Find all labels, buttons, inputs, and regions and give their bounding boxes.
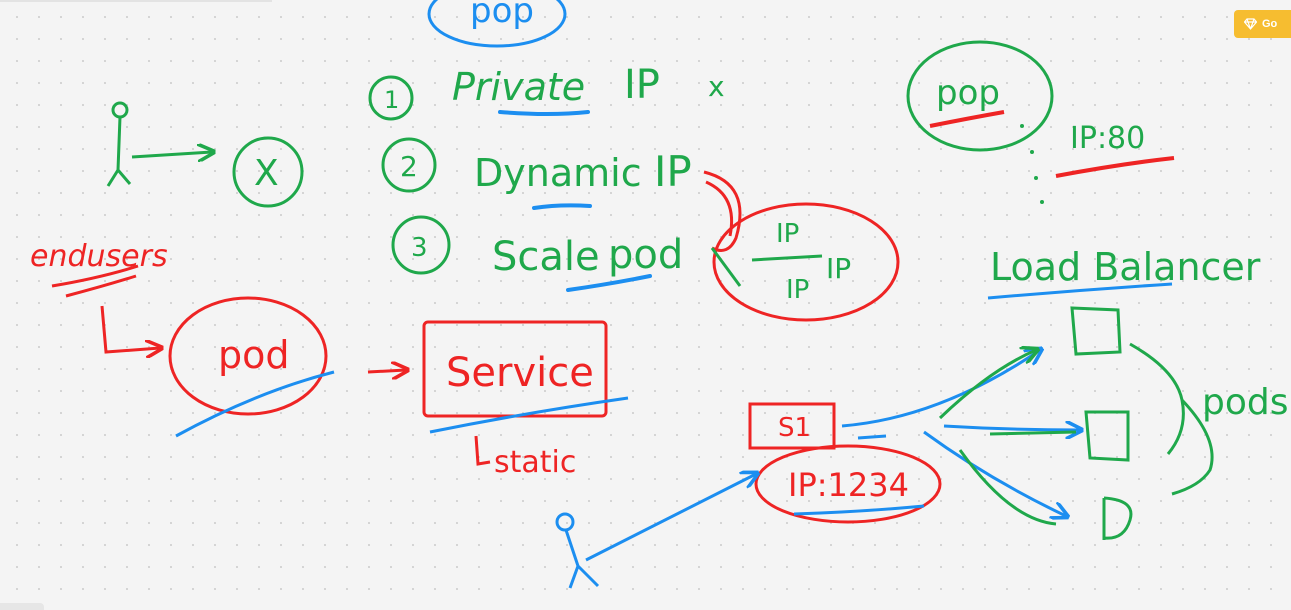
lb-arrow-top [841, 350, 1040, 428]
pods-brace [1129, 342, 1214, 496]
top-pod-label: pop [470, 0, 534, 31]
item-2: 2 Dynamic IP [381, 137, 692, 210]
service-group: Service static [422, 320, 629, 480]
load-balancer-group: Load Balancer S1 IP:1234 pods [555, 245, 1288, 589]
pod-box-1 [1070, 306, 1122, 356]
dot-1 [1020, 124, 1024, 128]
ip-change-group: IP IP IP [703, 170, 900, 322]
left-pod-label: pod [218, 333, 290, 377]
service-underline [429, 396, 629, 434]
service-s1-box [748, 402, 836, 450]
ip-fraction-top: IP [776, 219, 799, 249]
pod-box-2 [1084, 410, 1130, 462]
item-2-number-circle [381, 137, 437, 193]
upgrade-button[interactable]: Go [1234, 10, 1291, 38]
item-3-underline [566, 274, 652, 292]
user-to-x-group: X [106, 101, 304, 208]
lb-arrow-bottom [923, 430, 1066, 516]
item-2-number: 2 [400, 150, 418, 183]
upgrade-label: Go [1262, 18, 1278, 30]
ip-hook-arrow-2 [705, 180, 734, 237]
dot-4 [1040, 200, 1044, 204]
x-circle-label: X [254, 153, 279, 194]
static-label: static [494, 445, 576, 480]
lb-arrow-bottom-green [958, 449, 1057, 526]
right-pod-ellipse [906, 40, 1054, 152]
lb-arrow-mid-green [989, 430, 1077, 436]
endusers-label: endusers [30, 239, 168, 274]
item-2-text: Dynamic [474, 151, 642, 195]
lb-arrow-mid [943, 426, 1080, 430]
item-1-ip: IP [624, 62, 660, 108]
item-1-mark: x [708, 70, 725, 103]
dot-3 [1034, 176, 1038, 180]
x-circle [232, 136, 304, 208]
ip-fraction-circle [712, 202, 900, 322]
lb-arrow-top-green [938, 350, 1036, 420]
service-ip-underline [793, 504, 925, 516]
item-3-number-circle [391, 215, 451, 275]
left-pod-strike [175, 370, 335, 438]
endusers-group: endusers [30, 239, 168, 352]
load-balancer-underline [987, 282, 1173, 300]
ip-fraction-bottom: IP [786, 275, 809, 305]
right-pod-ip: IP:80 [1070, 121, 1145, 156]
dot-2 [1030, 150, 1034, 154]
service-ip-label: IP:1234 [788, 466, 909, 504]
load-balancer-label: Load Balancer [990, 245, 1261, 289]
item-1-underline [498, 110, 590, 116]
right-pod-label: pop [936, 73, 1000, 113]
left-pod-ellipse [168, 296, 328, 416]
item-3-number: 3 [411, 233, 428, 263]
ip-fraction-tail [710, 247, 742, 287]
top-pod-group: pop [427, 0, 567, 48]
right-pod-ip-underline [1055, 156, 1175, 178]
item-2-ip: IP [654, 147, 692, 196]
diamond-icon [1244, 18, 1257, 30]
ip-fraction-side: IP [826, 252, 851, 285]
item-1-number-circle [368, 75, 414, 121]
user-body [106, 116, 132, 187]
right-pod-underline [929, 110, 1005, 128]
ip-hook-arrow [703, 170, 742, 252]
item-2-underline [532, 203, 592, 210]
top-pod-ellipse [427, 0, 567, 48]
item-3-pod: pod [608, 232, 683, 278]
left-to-service-arrow [367, 370, 406, 372]
static-hook [474, 435, 491, 466]
bottom-left-tab[interactable] [0, 603, 44, 610]
lb-dash [857, 434, 887, 440]
item-1: 1 Private IP x [368, 62, 725, 121]
client-head [555, 512, 575, 532]
endusers-underline [51, 264, 139, 298]
pod-box-3 [1102, 496, 1133, 540]
user-head [111, 101, 129, 119]
service-label: Service [446, 350, 594, 396]
item-3-text: Scale [492, 234, 600, 280]
user-arrow [131, 152, 212, 157]
service-s1-label: S1 [778, 413, 811, 443]
top-toolbar-edge [0, 0, 272, 2]
item-3: 3 Scale pod [391, 215, 683, 292]
item-1-number: 1 [384, 86, 399, 114]
client-body [564, 529, 600, 589]
right-pod-group: pop IP:80 [906, 40, 1175, 204]
pods-label: pods [1202, 382, 1288, 423]
client-to-service-arrow [585, 474, 756, 562]
item-1-text: Private [452, 65, 585, 109]
ip-fraction-bar [751, 254, 823, 262]
endusers-arrow [100, 305, 160, 352]
left-pod-group: pod [168, 296, 406, 438]
